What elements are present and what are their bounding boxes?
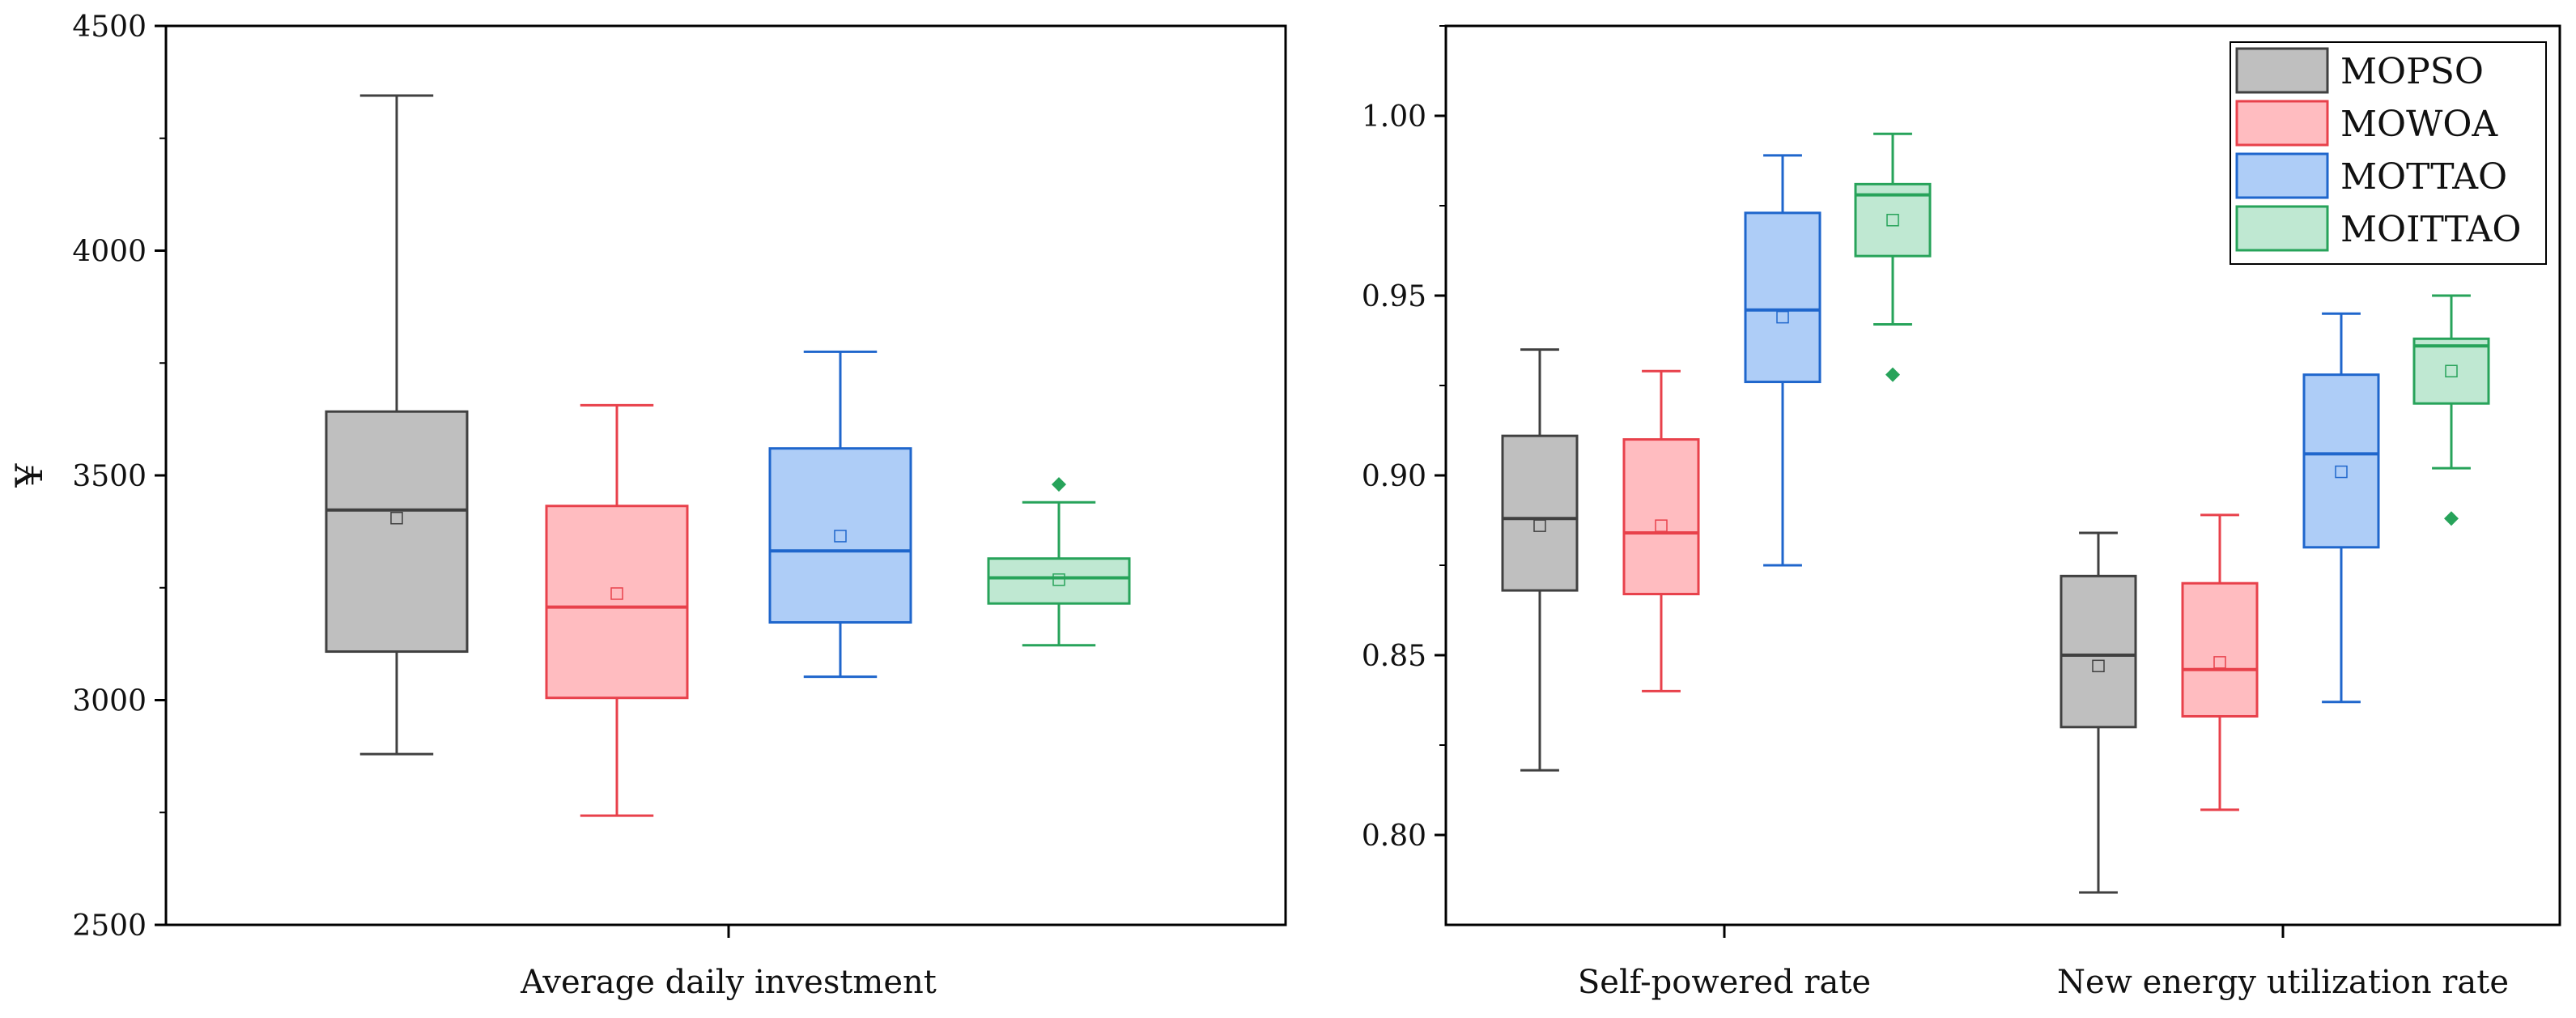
outlier-point <box>1052 477 1066 492</box>
mean-marker <box>2445 364 2458 377</box>
x-category-label-new-energy-utilization-rate: New energy utilization rate <box>2057 964 2509 1001</box>
box-iqr <box>987 557 1131 605</box>
box-iqr <box>545 505 689 700</box>
mean-marker <box>834 530 847 543</box>
legend-swatch-moittao <box>2235 205 2329 252</box>
legend-label-mottao: MOTTAO <box>2340 156 2507 198</box>
box-iqr <box>1501 434 1579 592</box>
box-mopso-average-daily-investment <box>325 94 469 756</box>
legend-swatch-mopso <box>2235 47 2329 94</box>
legend: MOPSO MOWOA MOTTAO MOITTAO <box>2230 41 2547 265</box>
box-mottao-average-daily-investment <box>768 350 912 679</box>
y-tick-label: 2500 <box>72 909 147 943</box>
box-iqr <box>2060 574 2137 729</box>
box-iqr <box>2302 373 2380 549</box>
mean-marker <box>1886 214 1899 227</box>
mean-marker <box>390 511 403 525</box>
legend-label-mopso: MOPSO <box>2340 51 2484 92</box>
legend-label-mowoa: MOWOA <box>2340 104 2498 145</box>
mean-marker <box>1052 573 1065 586</box>
y-tick-label: 0.90 <box>1362 460 1426 493</box>
legend-label-moittao: MOITTAO <box>2340 209 2521 250</box>
box-moittao-new-energy-utilization-rate <box>2412 294 2490 526</box>
box-moittao-self-powered-rate <box>1854 132 1932 382</box>
outlier-point <box>2444 511 2459 526</box>
box-mowoa-self-powered-rate <box>1622 369 1700 692</box>
x-category-label-self-powered-rate: Self-powered rate <box>1578 964 1871 1001</box>
legend-swatch-mottao <box>2235 152 2329 199</box>
right-panel-rates: 0.80 0.85 0.90 0.95 1.00 Self-powered rate New… <box>1362 24 2561 1001</box>
y-tick-label: 0.95 <box>1362 280 1426 313</box>
mean-marker <box>1655 519 1668 532</box>
y-tick-label: 1.00 <box>1362 100 1426 134</box>
box-mottao-new-energy-utilization-rate <box>2302 312 2380 704</box>
y-tick-label: 4000 <box>72 236 147 269</box>
mean-marker <box>1776 310 1789 324</box>
box-mottao-self-powered-rate <box>1744 154 1821 567</box>
outlier-point <box>1885 367 1900 382</box>
box-iqr <box>2181 581 2259 718</box>
mean-marker <box>2213 656 2226 669</box>
box-iqr <box>325 410 469 654</box>
box-iqr <box>768 447 912 624</box>
y-tick-label: 3500 <box>72 460 147 493</box>
box-iqr <box>1744 211 1821 384</box>
y-tick-label: 0.85 <box>1362 640 1426 673</box>
box-mopso-self-powered-rate <box>1501 348 1579 772</box>
mean-marker <box>2335 465 2348 479</box>
legend-swatch-mowoa <box>2235 100 2329 147</box>
mean-marker <box>1533 519 1546 532</box>
box-iqr <box>2412 337 2490 405</box>
y-tick-label: 0.80 <box>1362 820 1426 853</box>
x-category-label-average-daily-investment: Average daily investment <box>520 964 937 1001</box>
box-moittao-average-daily-investment <box>987 477 1131 647</box>
box-mopso-new-energy-utilization-rate <box>2060 531 2137 894</box>
y-axis-title: ¥ <box>7 463 51 488</box>
mean-marker <box>610 587 623 600</box>
mean-marker <box>2092 659 2105 673</box>
box-iqr <box>1622 438 1700 596</box>
box-mowoa-average-daily-investment <box>545 403 689 817</box>
box-mowoa-new-energy-utilization-rate <box>2181 513 2259 811</box>
y-tick-label: 4500 <box>72 11 147 44</box>
left-panel-average-daily-investment: 2500 3000 3500 4000 4500 ¥ Average daily inves… <box>7 11 1287 1001</box>
y-tick-label: 3000 <box>72 685 147 718</box>
